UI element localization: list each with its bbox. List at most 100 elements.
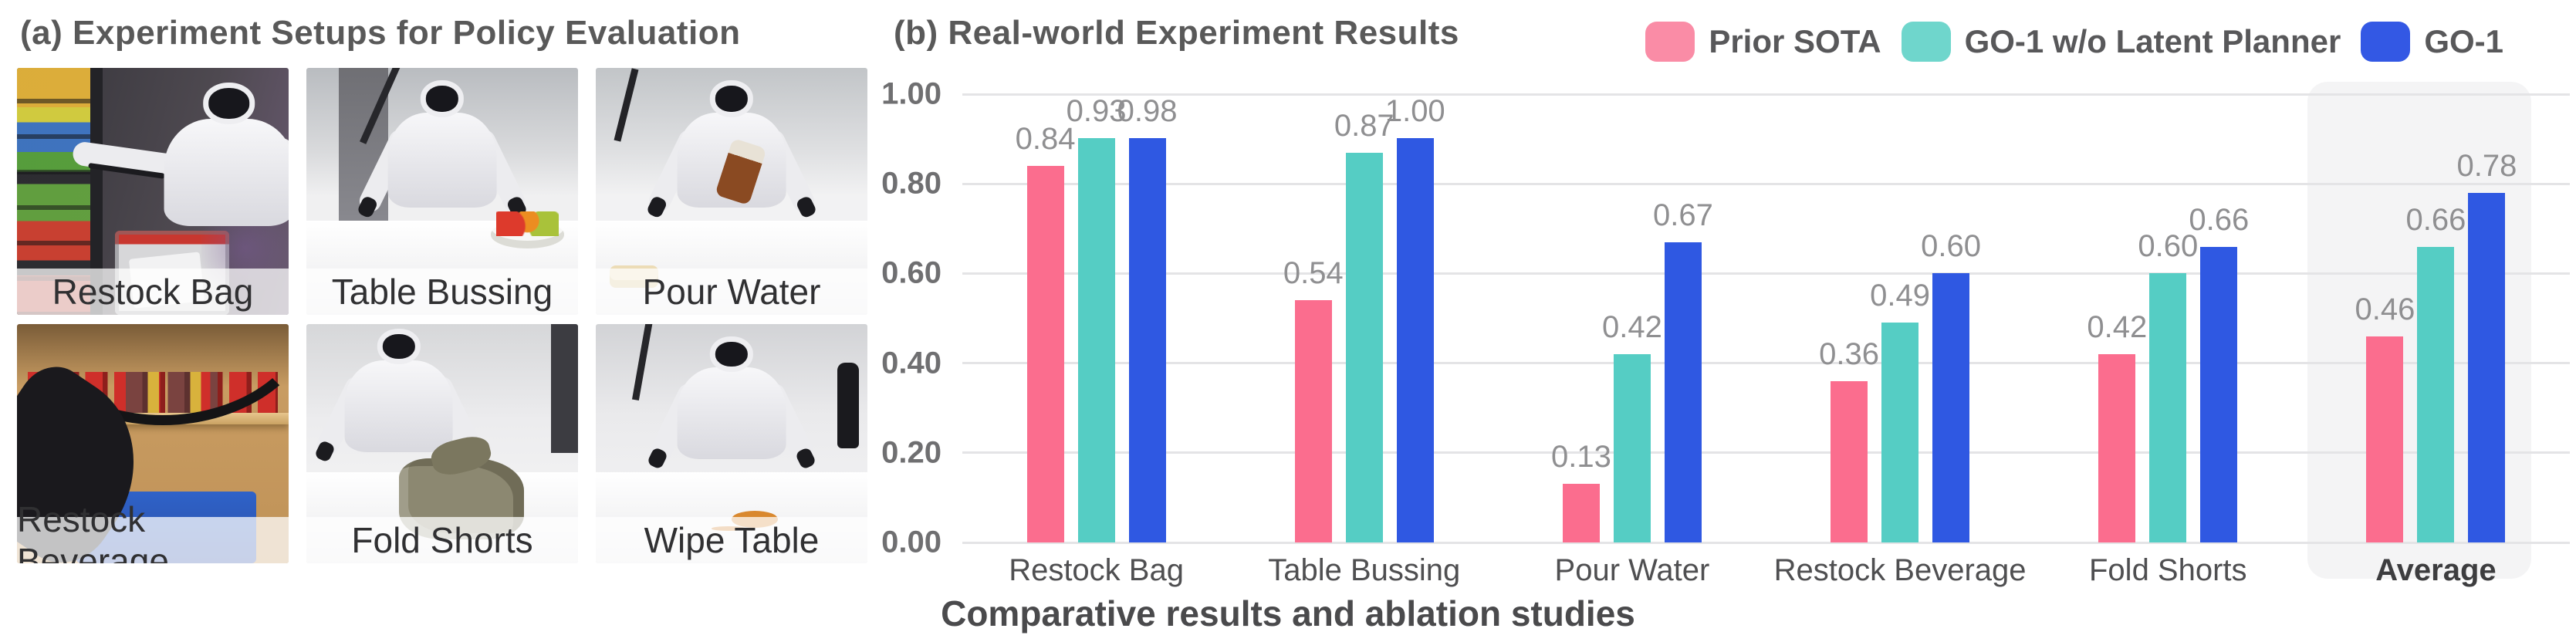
legend-label: GO-1 w/o Latent Planner	[1964, 23, 2341, 59]
bar-slot: 0.67	[1653, 94, 1713, 542]
legend-item: Prior SOTA	[1645, 22, 1881, 62]
legend-swatch	[2361, 22, 2411, 62]
robot-head	[709, 80, 754, 117]
bar-value-label: 0.46	[2355, 292, 2415, 326]
restock-beverage-shape-s2	[125, 372, 218, 413]
bar-group: 0.46 0.66 0.78 Average	[2302, 94, 2570, 587]
bar-value-label: 0.36	[1819, 336, 1880, 371]
category-label: Average	[2375, 553, 2497, 587]
figure-caption: Comparative results and ablation studies	[941, 593, 1635, 634]
legend-item: GO-1 w/o Latent Planner	[1901, 22, 2341, 62]
panel-a-title: (a) Experiment Setups for Policy Evaluat…	[20, 14, 741, 52]
gridline	[962, 451, 2570, 454]
gridline	[962, 93, 2570, 96]
bar	[1128, 138, 1166, 542]
bar	[1664, 242, 1702, 542]
bar-slot: 0.46	[2355, 94, 2415, 542]
robot-torso	[344, 360, 454, 452]
bar	[1932, 273, 1970, 542]
bar	[1613, 353, 1651, 542]
bar	[1881, 323, 1919, 542]
legend-item: GO-1	[2361, 22, 2503, 62]
bar-slot: 0.66	[2189, 94, 2249, 542]
pour-water-shape-s4	[614, 68, 639, 142]
bar	[1831, 380, 1868, 542]
bar	[1562, 484, 1600, 542]
legend-swatch	[1645, 22, 1695, 62]
bar	[2468, 192, 2506, 542]
photo-fold-shorts: Fold Shorts	[306, 324, 578, 563]
panel-b-title: (b) Real-world Experiment Results	[894, 14, 1459, 52]
bar-value-label: 0.66	[2189, 202, 2250, 237]
photo-label: Wipe Table	[596, 517, 867, 563]
y-tick-label: 0.80	[881, 166, 941, 201]
bar-slot: 0.98	[1117, 94, 1178, 542]
photo-label: Fold Shorts	[306, 517, 578, 563]
robot-torso	[677, 367, 786, 460]
photo-label: Pour Water	[596, 269, 867, 315]
robot-figure	[313, 329, 485, 477]
bar-slot: 0.42	[1602, 94, 1662, 542]
bar-slot: 0.13	[1551, 94, 1611, 542]
bar-group: 0.36 0.49 0.60 Restock Beverage	[1766, 94, 2034, 587]
plot-area: 0.84 0.93 0.98 Restock Bag 0.54 0.87 1.00 Table…	[962, 93, 2570, 587]
bar-value-label: 0.98	[1117, 94, 1178, 128]
bar-value-label: 0.54	[1283, 256, 1344, 291]
y-tick-label: 0.60	[881, 255, 941, 290]
bar-value-label: 0.42	[1602, 309, 1662, 344]
y-tick-label: 0.40	[881, 346, 941, 380]
restock-bag-shape-s3	[90, 68, 103, 315]
bar-group: 0.42 0.60 0.66 Fold Shorts	[2034, 94, 2302, 587]
photo-table-bussing: Table Bussing	[306, 68, 578, 315]
bar-value-label: 0.93	[1066, 94, 1127, 128]
fold-shorts-shape-s4	[550, 324, 578, 454]
robot-figure	[645, 336, 818, 485]
legend: Prior SOTA GO-1 w/o Latent Planner GO-1	[1645, 22, 2503, 62]
photo-label: Table Bussing	[306, 269, 578, 315]
bar-slot: 1.00	[1385, 94, 1445, 542]
robot-head	[420, 80, 465, 117]
photo-label: Restock Beverage	[17, 499, 289, 563]
gridline	[962, 182, 2570, 185]
bar-value-label: 0.84	[1015, 121, 1076, 156]
photo-restock-beverage: Restock Beverage	[17, 324, 289, 563]
bar	[1345, 152, 1383, 542]
category-label: Table Bussing	[1268, 553, 1461, 587]
y-tick-label: 1.00	[881, 76, 941, 111]
category-label: Restock Bag	[1009, 553, 1184, 587]
photo-grid: Restock Bag Table Bussing Pour Water Restoc…	[17, 68, 867, 563]
bar	[2200, 246, 2238, 542]
photo-label: Restock Bag	[17, 269, 289, 315]
robot-torso	[164, 119, 289, 227]
gridline	[962, 272, 2570, 275]
bar-value-label: 0.78	[2456, 148, 2517, 183]
bar-slot: 0.84	[1016, 94, 1076, 542]
bar-slot: 0.60	[1921, 94, 1981, 542]
bar-slot: 0.49	[1870, 94, 1930, 542]
bar-slot: 0.66	[2406, 94, 2466, 542]
gridline	[962, 362, 2570, 365]
bar-value-label: 0.42	[2087, 309, 2148, 344]
wipe-table-shape-s3	[837, 362, 860, 449]
robot-head	[202, 83, 255, 124]
robot-torso	[387, 112, 497, 208]
gridline	[962, 541, 2570, 544]
robot-figure	[356, 80, 529, 233]
bar-value-label: 0.87	[1334, 108, 1394, 143]
bar-slot: 0.54	[1283, 94, 1344, 542]
robot-figure	[71, 83, 289, 255]
bar-value-label: 0.60	[2138, 229, 2199, 264]
category-label: Fold Shorts	[2089, 553, 2247, 587]
photo-restock-bag: Restock Bag	[17, 68, 289, 315]
bar-slot: 0.36	[1819, 94, 1879, 542]
bar	[2149, 273, 2187, 542]
y-tick-label: 0.20	[881, 435, 941, 470]
y-axis: 0.00 0.20 0.40 0.60 0.80 1.00	[803, 77, 941, 559]
legend-label: GO-1	[2424, 23, 2503, 59]
bar	[1077, 138, 1115, 542]
bar-group: 0.13 0.42 0.67 Pour Water	[1498, 94, 1766, 587]
bar-group: 0.54 0.87 1.00 Table Bussing	[1230, 94, 1498, 587]
photo-pour-water: Pour Water	[596, 68, 867, 315]
bar	[2366, 336, 2404, 542]
